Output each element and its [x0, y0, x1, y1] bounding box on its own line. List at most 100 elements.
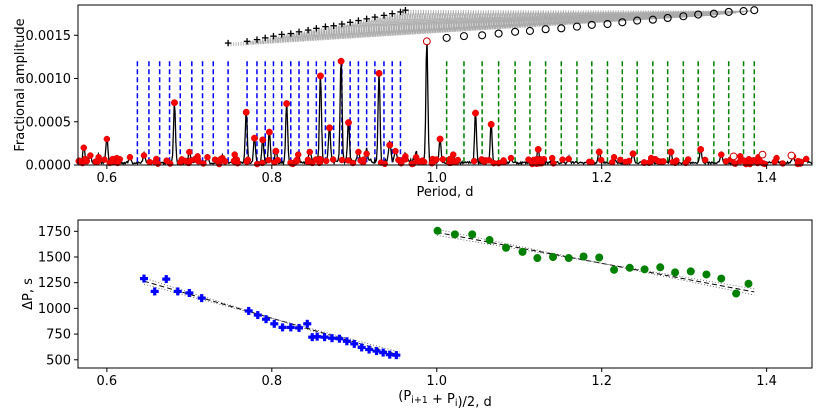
y-tick-label: 750	[46, 328, 71, 343]
baseline-peak-marker	[253, 160, 261, 168]
baseline-peak-marker	[329, 156, 337, 163]
peak-marker	[259, 136, 267, 144]
noise-peak-marker	[392, 147, 399, 155]
baseline-peak-marker	[731, 160, 738, 167]
noise-peak-marker	[363, 150, 370, 158]
blue-plus-marker	[286, 323, 295, 332]
echelle-circle-marker	[633, 16, 642, 25]
baseline-peak-marker	[194, 156, 201, 163]
peak-marker	[595, 148, 603, 156]
noise-peak-marker	[802, 155, 810, 163]
echelle-circle-marker	[750, 6, 759, 15]
baseline-peak-marker	[640, 159, 648, 166]
echelle-circle-marker	[694, 10, 703, 19]
noise-peak-marker	[126, 153, 134, 161]
x-tick-label: 0.6	[97, 171, 118, 186]
echelle-circle-marker	[679, 12, 688, 21]
top-y-axis-label: Fractional amplitude	[13, 18, 28, 151]
echelle-connector	[316, 15, 713, 32]
echelle-plus-marker	[295, 28, 303, 36]
green-circle-marker	[686, 267, 695, 276]
baseline-peak-marker	[82, 156, 90, 164]
peak-marker	[337, 57, 345, 65]
blue-plus-marker	[313, 332, 322, 341]
blue-plus-marker	[278, 323, 287, 332]
echelle-circle-marker	[557, 24, 566, 33]
echelle-connector	[299, 14, 721, 35]
green-circle-marker	[549, 253, 558, 261]
baseline-peak-marker	[154, 160, 162, 167]
y-tick-label: 1750	[38, 225, 71, 240]
green-circle-marker	[702, 270, 711, 279]
x-tick-label: 1.2	[591, 374, 612, 389]
bottom-scatter-markers	[139, 226, 753, 360]
green-circle-marker	[640, 265, 649, 274]
green-circle-marker	[564, 254, 573, 263]
echelle-connector	[281, 15, 713, 38]
noise-peak-marker	[186, 148, 193, 156]
baseline-peak-marker	[381, 160, 389, 168]
baseline-peak-marker	[93, 159, 100, 166]
x-tick-label: 1.0	[426, 374, 447, 389]
blue-plus-marker	[295, 323, 304, 332]
noise-peak-marker	[565, 155, 572, 163]
echelle-plus-marker	[346, 19, 354, 26]
echelle-connector	[405, 9, 753, 12]
y-tick-label: 1000	[38, 302, 71, 317]
baseline-peak-marker	[622, 158, 629, 166]
echelle-connector	[350, 12, 737, 24]
bottom-x-axis-label: (Pi+1 + Pi)/2, d	[398, 389, 491, 410]
blue-plus-marker	[150, 287, 159, 296]
blue-plus-marker	[308, 333, 317, 342]
peak-marker	[472, 109, 479, 117]
green-circle-marker	[502, 243, 511, 252]
baseline-peak-marker	[360, 156, 367, 163]
open-peak-marker	[422, 37, 431, 46]
blue-plus-marker	[392, 351, 401, 360]
echelle-circle-marker	[525, 26, 534, 35]
x-tick-label: 1.4	[756, 171, 777, 186]
echelle-plus-marker	[402, 6, 409, 14]
echelle-connector	[374, 15, 713, 21]
baseline-peak-marker	[293, 156, 300, 164]
echelle-plus-marker	[313, 25, 320, 32]
blue-plus-marker	[139, 274, 148, 283]
echelle-connector	[265, 14, 721, 41]
top-x-ticks: 0.6 0.8 1.0 1.2 1.4	[97, 165, 777, 186]
echelle-plus-marker	[380, 12, 388, 19]
echelle-connector	[392, 15, 713, 17]
baseline-peak-marker	[265, 156, 272, 164]
blue-plus-marker	[379, 348, 388, 357]
green-circle-marker	[450, 230, 459, 239]
echelle-plus-marker	[243, 38, 251, 45]
baseline-peak-marker	[415, 158, 423, 165]
echelle-connector	[256, 15, 713, 43]
peak-marker	[345, 119, 352, 127]
echelle-connector	[350, 13, 729, 25]
bottom-panel: 0.6 0.8 1.0 1.2 1.4 500 750 1000 1250 1500 1750 (…	[21, 219, 813, 410]
echelle-plus-marker	[278, 31, 285, 38]
green-circle-marker	[656, 263, 665, 272]
peak-marker	[386, 141, 394, 149]
noise-peak-marker	[355, 148, 362, 156]
x-tick-label: 1.0	[426, 171, 447, 186]
green-circle-marker	[625, 263, 634, 272]
green-circle-marker	[533, 254, 542, 263]
blue-plus-marker	[342, 337, 351, 346]
echelle-plus-marker	[270, 32, 277, 40]
noise-peak-marker	[294, 151, 302, 158]
green-circle-marker	[485, 236, 494, 245]
echelle-circle-marker	[494, 29, 503, 38]
blue-plus-marker	[197, 294, 206, 303]
blue-plus-marker	[262, 315, 271, 324]
baseline-peak-marker	[395, 156, 402, 164]
baseline-peak-marker	[446, 155, 454, 163]
echelle-plus-marker	[397, 8, 404, 16]
baseline-peak-marker	[779, 160, 786, 167]
peak-marker	[487, 120, 495, 128]
x-tick-label: 0.6	[97, 374, 118, 389]
echelle-circle-marker	[572, 22, 582, 31]
echelle-circle-marker	[478, 31, 487, 40]
baseline-peak-marker	[673, 157, 680, 164]
peak-marker	[436, 135, 444, 143]
